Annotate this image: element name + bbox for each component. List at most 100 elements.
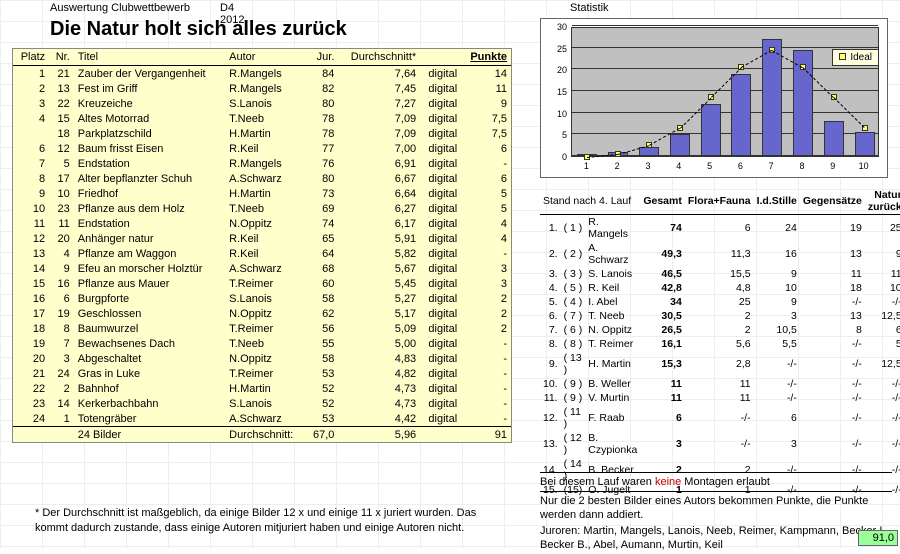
standings-cell: 6 <box>640 405 685 431</box>
standings-cell: ( 5 ) <box>561 281 586 295</box>
y-label: 10 <box>549 109 567 119</box>
cell: 82 <box>306 81 339 96</box>
standings-cell: -/- <box>865 405 900 431</box>
cell: 3 <box>461 276 511 291</box>
standings-cell: 11 <box>640 377 685 391</box>
standings-cell: 16,1 <box>640 337 685 351</box>
cell: 58 <box>306 291 339 306</box>
standings-cell: ( 3 ) <box>561 267 586 281</box>
cell: 11 <box>461 81 511 96</box>
cell: Friedhof <box>74 186 225 201</box>
standings-cell: 12,5 <box>865 309 900 323</box>
green-total: 91,0 <box>858 530 898 546</box>
standings-row: 10.( 9 )B. Weller1111-/--/--/- <box>540 377 900 391</box>
standings-cell: 25 <box>865 215 900 242</box>
cell: digital <box>420 381 461 396</box>
legend-label: Ideal <box>850 52 872 63</box>
footnote: * Der Durchschnitt ist maßgeblich, da ei… <box>35 506 505 536</box>
cell: 4,42 <box>338 411 420 427</box>
cell: digital <box>420 216 461 231</box>
standings-cell: 10 <box>754 281 800 295</box>
standings-row: 8.( 8 )T. Reimer16,15,65,5-/-5 <box>540 337 900 351</box>
standings-cell: 6 <box>754 405 800 431</box>
cell: digital <box>420 96 461 111</box>
cell: Anhänger natur <box>74 231 225 246</box>
standings-row: 3.( 3 )S. Lanois46,515,591111 <box>540 267 900 281</box>
footer-cell <box>13 427 49 443</box>
cell: 53 <box>306 366 339 381</box>
cell: 7,00 <box>338 141 420 156</box>
standings-cell: 34 <box>640 295 685 309</box>
standings-cell: ( 13 ) <box>561 351 586 377</box>
cell: 5 <box>461 201 511 216</box>
cell: - <box>461 366 511 381</box>
standings-cell: 8 <box>800 323 865 337</box>
standings-cell: -/- <box>865 295 900 309</box>
cell: Alter bepflanzter Schuh <box>74 171 225 186</box>
main-col-0: Platz <box>13 49 49 66</box>
cell: 5,82 <box>338 246 420 261</box>
standings-cell: 2. <box>540 241 561 267</box>
cell: 13 <box>49 81 74 96</box>
standings-col: Gesamt <box>640 188 685 215</box>
standings-cell: 26,5 <box>640 323 685 337</box>
main-col-1: Nr. <box>49 49 74 66</box>
table-row: 18ParkplatzschildH.Martin787,09digital7,… <box>13 126 511 141</box>
cell: 7,45 <box>338 81 420 96</box>
standings-cell: -/- <box>685 405 754 431</box>
standings-cell: 3. <box>540 267 561 281</box>
standings-row: 1.( 1 )R. Mangels746241925 <box>540 215 900 242</box>
standings-cell: R. Keil <box>585 281 640 295</box>
cell: - <box>461 396 511 411</box>
note1a: Bei diesem Lauf waren <box>540 476 655 488</box>
standings-cell: 7. <box>540 323 561 337</box>
cell: digital <box>420 171 461 186</box>
standings-cell: 12,5 <box>865 351 900 377</box>
table-row: 149Efeu an morscher HolztürA.Schwarz685,… <box>13 261 511 276</box>
x-label: 6 <box>730 161 750 171</box>
footer-cell <box>49 427 74 443</box>
footer-cell: 67,0 <box>306 427 339 443</box>
table-row: 203AbgeschaltetN.Oppitz584,83digital- <box>13 351 511 366</box>
standings-cell: 2 <box>685 309 754 323</box>
cell: 5,91 <box>338 231 420 246</box>
cell: Baumwurzel <box>74 321 225 336</box>
cell: R.Keil <box>225 231 305 246</box>
page-title: Die Natur holt sich alles zurück <box>50 18 347 41</box>
standings-cell: 4. <box>540 281 561 295</box>
cell: 53 <box>306 411 339 427</box>
cell: 22 <box>49 96 74 111</box>
cell: 19 <box>49 306 74 321</box>
cell: Endstation <box>74 156 225 171</box>
header: Auswertung Clubwettbewerb D4 2012 <box>50 2 190 14</box>
note3: Juroren: Martin, Mangels, Lanois, Neeb, … <box>540 524 892 552</box>
cell: 6,17 <box>338 216 420 231</box>
cell: 4,73 <box>338 381 420 396</box>
note2: Nur die 2 besten Bilder eines Autors bek… <box>540 491 892 522</box>
main-table: PlatzNr.TitelAutorJur.Durchschnitt*Punkt… <box>12 48 512 443</box>
standings-cell: ( 11 ) <box>561 405 586 431</box>
standings-cell: 19 <box>800 215 865 242</box>
standings-cell: 42,8 <box>640 281 685 295</box>
cell: 14 <box>461 66 511 82</box>
bar <box>670 134 690 156</box>
cell: 7 <box>49 336 74 351</box>
table-row: 188BaumwurzelT.Reimer565,09digital2 <box>13 321 511 336</box>
y-label: 30 <box>549 22 567 32</box>
standings-cell: T. Reimer <box>585 337 640 351</box>
x-label: 8 <box>792 161 812 171</box>
table-row: 213Fest im GriffR.Mangels827,45digital11 <box>13 81 511 96</box>
standings-cell: 5,5 <box>754 337 800 351</box>
standings-cell: 25 <box>685 295 754 309</box>
standings-cell: 2 <box>685 323 754 337</box>
cell: 15 <box>13 276 49 291</box>
cell: 65 <box>306 231 339 246</box>
cell: 76 <box>306 156 339 171</box>
cell: A.Schwarz <box>225 261 305 276</box>
standings-col: Flora+Fauna <box>685 188 754 215</box>
x-label: 4 <box>669 161 689 171</box>
cell: digital <box>420 291 461 306</box>
cell: 55 <box>306 336 339 351</box>
standings-row: 4.( 5 )R. Keil42,84,8101810 <box>540 281 900 295</box>
standings-cell: 6 <box>685 215 754 242</box>
